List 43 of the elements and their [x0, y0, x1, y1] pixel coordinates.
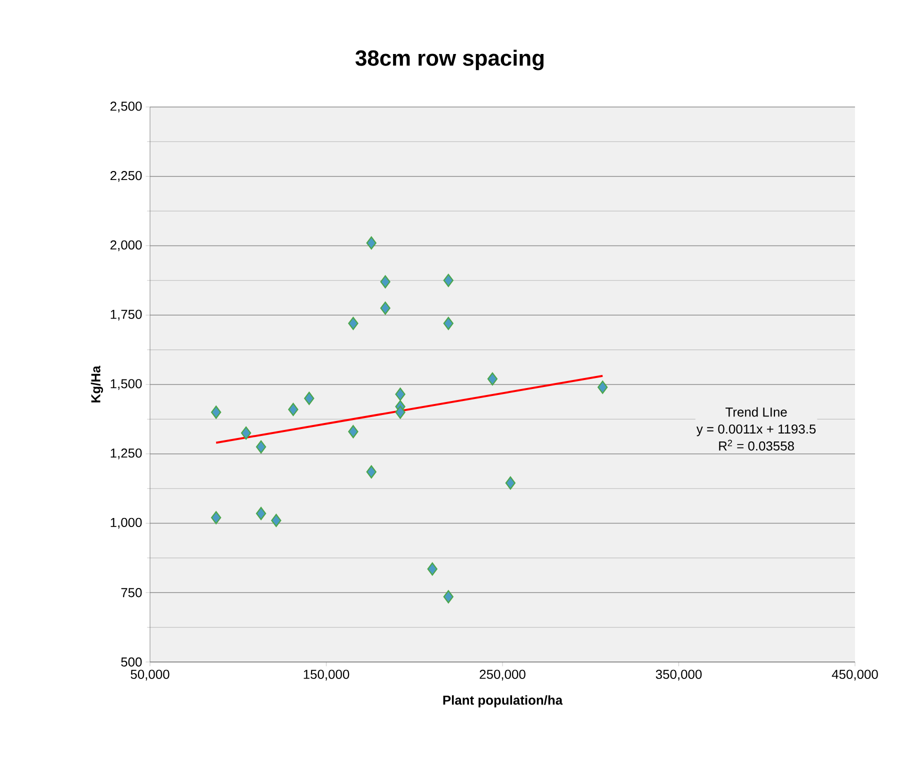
point — [271, 514, 282, 528]
point — [211, 406, 222, 419]
point — [256, 440, 266, 454]
annotation: R$^{2}$ = 0.03558 — [719, 440, 794, 451]
y-tick-label: 1,000 — [110, 518, 142, 529]
y-tick-label: 2,250 — [110, 171, 142, 182]
y-tick-label: 1,250 — [110, 448, 142, 460]
point — [395, 388, 406, 401]
point — [427, 562, 438, 576]
x-axis-title: Plant population/ha — [443, 695, 563, 708]
x-tick-label: 150,000 — [304, 670, 350, 680]
x-tick-label: 250,000 — [480, 670, 526, 680]
x-tick-label: 350,000 — [656, 670, 702, 680]
point — [598, 380, 608, 394]
point — [348, 316, 358, 330]
point — [395, 406, 406, 419]
point — [380, 275, 390, 288]
point — [211, 511, 222, 524]
point — [505, 476, 516, 490]
point — [366, 236, 376, 250]
point — [366, 465, 376, 478]
y-tick-label: 2,500 — [110, 102, 142, 112]
annotation: Trend LIne — [726, 407, 787, 417]
y-tick-label: 750 — [121, 588, 142, 598]
point — [380, 302, 390, 315]
point — [443, 274, 454, 287]
point — [487, 372, 498, 386]
x-tick-label: 50,000 — [130, 670, 170, 680]
point — [304, 392, 314, 405]
point — [240, 426, 252, 440]
point — [443, 316, 454, 330]
point — [348, 425, 358, 438]
y-tick-label: 1,500 — [110, 379, 142, 390]
annotation: y = 0.0011x + 1193.5 — [696, 424, 816, 436]
y-tick-label: 1,750 — [110, 310, 142, 320]
point — [288, 402, 298, 416]
point — [256, 506, 266, 520]
point — [443, 590, 454, 604]
chart-title: 38cm row spacing — [355, 50, 544, 70]
y-axis-title: Kg/Ha — [90, 366, 103, 402]
x-tick-label: 450,000 — [832, 670, 878, 680]
y-tick-label: 2,000 — [110, 240, 142, 252]
y-tick-label: 500 — [121, 657, 142, 667]
